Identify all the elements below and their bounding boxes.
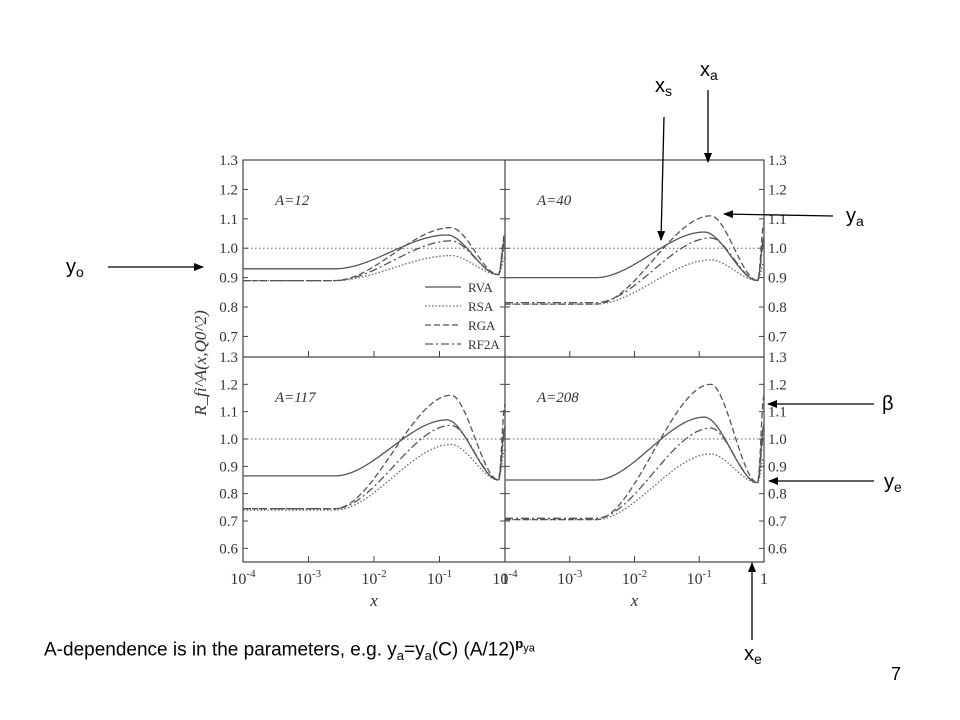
page-number: 7 — [891, 664, 902, 684]
series-RSA-A-12 — [243, 254, 506, 282]
y-tick-label-left: 1.1 — [219, 212, 238, 228]
series-RSA-A-117 — [243, 443, 506, 511]
caption-lead: A-dependence is in the parameters, e.g. … — [44, 639, 397, 661]
panel-A-40: A=40 — [504, 159, 765, 357]
y-tick-label-right: 0.6 — [768, 541, 787, 557]
y-tick-label-left: 1.1 — [219, 405, 238, 421]
panel-label: A=208 — [536, 390, 579, 406]
label-xa: xa — [700, 59, 718, 83]
y-tick-label-right: 0.7 — [768, 514, 787, 530]
series-RVA-A-12 — [243, 234, 506, 276]
y-axis-label: R_fi^A(x,Q0^2) — [191, 310, 210, 417]
label-ye: ye — [884, 471, 902, 495]
y-tick-label-left: 0.8 — [219, 487, 238, 503]
series-RF2A-A-208 — [505, 427, 765, 519]
y-tick-label-left: 0.9 — [219, 271, 238, 287]
arrow-xs — [657, 116, 666, 241]
legend-label-RSA: RSA — [468, 299, 494, 314]
label-yo: yo — [66, 256, 84, 280]
x-tick-label: 10-1 — [427, 568, 452, 588]
caption-sub1: a — [396, 648, 404, 664]
caption-mid: =y — [404, 639, 425, 661]
panels-layer: A=12 A=40 A=117 A=208 — [242, 159, 765, 563]
series-RVA-A-117 — [243, 419, 506, 481]
x-tick-label: 10-4 — [230, 568, 256, 588]
label-beta: β — [882, 393, 894, 415]
label-ya: ya — [846, 205, 864, 229]
x-axis-label: x — [630, 591, 639, 610]
panel-label: A=12 — [274, 193, 310, 209]
y-tick-label-left: 0.6 — [219, 541, 238, 557]
y-tick-label-left: 1.2 — [219, 182, 238, 198]
series-RGA-A-117 — [243, 394, 506, 510]
x-tick-label: 1 — [760, 571, 768, 588]
x-tick-label: 10-2 — [361, 568, 386, 588]
panel-label: A=117 — [274, 390, 317, 406]
y-tick-label-right: 0.9 — [768, 271, 787, 287]
caption-tail: (C) (A/12) — [431, 639, 516, 661]
series-RF2A-A-40 — [505, 237, 765, 304]
legend-label-RGA: RGA — [468, 318, 496, 333]
y-tick-label-right: 1.2 — [768, 377, 787, 393]
y-tick-label-left: 0.7 — [219, 329, 238, 345]
caption: A-dependence is in the parameters, e.g. … — [44, 636, 535, 663]
y-tick-label-left: 0.8 — [219, 300, 238, 316]
series-RGA-A-12 — [243, 226, 506, 282]
plot-frame — [242, 159, 765, 563]
series-RF2A-A-12 — [243, 240, 506, 282]
label-xe: xe — [744, 643, 762, 667]
x-tick-label: 10-3 — [557, 568, 583, 588]
y-tick-label-left: 1.3 — [219, 153, 238, 169]
y-tick-label-right: 1.2 — [768, 182, 787, 198]
y-tick-label-right: 1.1 — [768, 212, 787, 228]
series-RGA-A-40 — [505, 215, 765, 305]
series-RVA-A-40 — [505, 231, 765, 282]
y-tick-label-right: 0.7 — [768, 329, 787, 345]
y-tick-label-right: 0.8 — [768, 487, 787, 503]
legend-label-RF2A: RF2A — [468, 337, 500, 352]
legend-label-RVA: RVA — [468, 280, 493, 295]
y-tick-label-right: 1.0 — [768, 241, 787, 257]
axes-text-layer: 0.7 0.7 0.8 0.8 0.9 0.9 1.0 1.0 1.1 1.1 1.2 1.2 1.3 1… — [191, 153, 787, 610]
series-RSA-A-40 — [505, 259, 765, 305]
series-RF2A-A-117 — [243, 424, 506, 510]
caption-sub2: a — [424, 648, 432, 664]
panel-A-117: A=117 — [242, 356, 506, 562]
y-tick-label-left: 1.0 — [219, 432, 238, 448]
x-axis-label: x — [369, 591, 378, 610]
y-tick-label-right: 1.3 — [768, 153, 787, 169]
y-tick-label-right: 0.8 — [768, 300, 787, 316]
x-tick-label: 10-2 — [622, 568, 647, 588]
y-tick-label-right: 1.1 — [768, 405, 787, 421]
y-tick-label-left: 0.9 — [219, 459, 238, 475]
panel-A-208: A=208 — [504, 356, 765, 562]
y-tick-label-left: 0.7 — [219, 514, 238, 530]
series-RGA-A-208 — [505, 383, 765, 521]
caption-exponent: pya — [515, 636, 535, 655]
x-tick-label: 1 — [501, 571, 509, 588]
annotation-arrows — [108, 90, 874, 640]
panel-label: A=40 — [536, 193, 572, 209]
chart-legend: RVA RSA RGA RF2A — [425, 280, 500, 352]
series-RVA-A-208 — [505, 416, 765, 484]
y-tick-label-right: 1.3 — [768, 350, 787, 366]
x-tick-label: 10-1 — [687, 568, 712, 588]
y-tick-label-left: 1.0 — [219, 241, 238, 257]
arrow-ya — [723, 210, 834, 219]
panel-A-12: A=12 — [242, 159, 506, 357]
series-RSA-A-208 — [505, 453, 765, 521]
y-tick-label-left: 1.3 — [219, 350, 238, 366]
y-tick-label-right: 0.9 — [768, 459, 787, 475]
y-tick-label-left: 1.2 — [219, 377, 238, 393]
x-tick-label: 10-4 — [492, 568, 518, 588]
y-tick-label-right: 1.0 — [768, 432, 787, 448]
label-xs: xs — [655, 75, 672, 99]
x-tick-label: 10-3 — [296, 568, 322, 588]
